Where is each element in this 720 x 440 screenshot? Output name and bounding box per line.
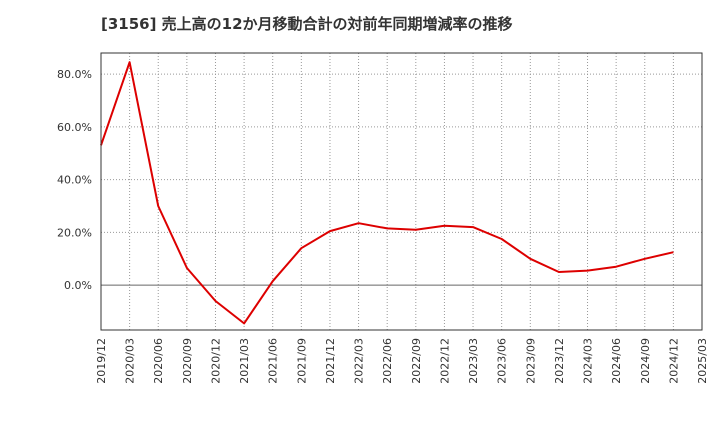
- x-tick-label: 2020/06: [152, 338, 165, 384]
- y-tick-label: 40.0%: [57, 174, 92, 187]
- chart-title: [3156] 売上高の12か月移動合計の対前年同期増減率の推移: [101, 15, 513, 33]
- x-tick-label: 2025/03: [696, 338, 709, 384]
- x-tick-label: 2021/12: [324, 338, 337, 384]
- x-tick-label: 2020/03: [124, 338, 137, 384]
- x-tick-label: 2021/06: [267, 338, 280, 384]
- x-tick-label: 2024/09: [639, 338, 652, 384]
- x-tick-label: 2022/09: [410, 338, 423, 384]
- y-tick-label: 20.0%: [57, 226, 92, 239]
- plot-frame: [100, 52, 703, 331]
- x-tick-label: 2023/06: [496, 338, 509, 384]
- series-lines: [100, 61, 674, 325]
- x-tick-label: 2022/03: [353, 338, 366, 384]
- x-tick-label: 2020/12: [209, 338, 222, 384]
- x-tick-label: 2019/12: [95, 338, 108, 384]
- x-tick-label: 2022/12: [438, 338, 451, 384]
- x-tick-label: 2024/12: [667, 338, 680, 384]
- y-tick-label: 60.0%: [57, 121, 92, 134]
- x-tick-label: 2024/06: [610, 338, 623, 384]
- x-tick-label: 2023/03: [467, 338, 480, 384]
- x-tick-label: 2024/03: [582, 338, 595, 384]
- y-tick-labels: 80.0% 60.0% 40.0% 20.0% 0.0%: [57, 68, 92, 292]
- x-tick-labels: 2019/12 2020/03 2020/06 2020/09 2020/12 2021/…: [95, 338, 709, 384]
- y-tick-label: 80.0%: [57, 68, 92, 81]
- x-tick-label: 2020/09: [181, 338, 194, 384]
- x-tick-label: 2021/09: [295, 338, 308, 384]
- series-line: [100, 61, 674, 325]
- x-tick-label: 2021/03: [238, 338, 251, 384]
- grid-lines: [101, 53, 702, 330]
- x-tick-label: 2023/09: [524, 338, 537, 384]
- y-tick-label: 0.0%: [64, 279, 92, 292]
- x-tick-label: 2023/12: [553, 338, 566, 384]
- x-tick-label: 2022/06: [381, 338, 394, 384]
